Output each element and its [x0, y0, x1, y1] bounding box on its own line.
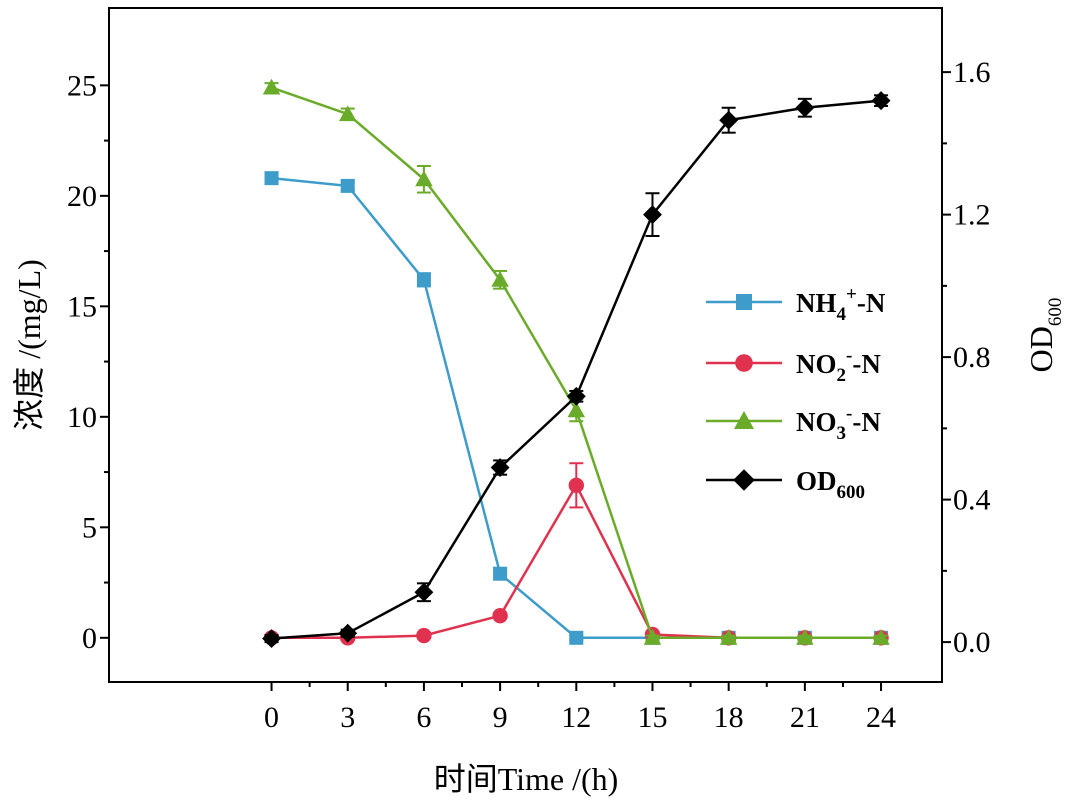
right-tick-label: 1.6 — [953, 56, 991, 89]
left-tick-label: 5 — [82, 511, 97, 544]
data-point — [569, 630, 584, 645]
legend-marker — [736, 294, 752, 310]
legend-label-sup: + — [846, 284, 857, 305]
data-point — [415, 170, 433, 187]
x-tick-label: 9 — [493, 701, 508, 734]
data-point — [568, 477, 584, 494]
data-point — [340, 178, 355, 193]
legend-label-sub: 3 — [837, 423, 847, 444]
legend-label-rest: -N — [852, 407, 881, 437]
legend-label-sup: - — [846, 403, 852, 424]
legend-entry: OD600 — [706, 466, 865, 503]
left-tick-label: 20 — [67, 180, 97, 213]
data-point — [567, 401, 586, 418]
data-point — [719, 110, 739, 130]
x-tick-label: 21 — [790, 701, 820, 734]
data-point — [493, 566, 508, 581]
data-point — [338, 623, 358, 643]
right-tick-label: 0.4 — [953, 484, 991, 517]
data-point — [338, 105, 357, 122]
data-point — [871, 91, 891, 111]
legend-label-base: OD — [796, 466, 837, 496]
x-tick-label: 3 — [340, 701, 355, 734]
legend-entry: NH4+-N — [706, 284, 886, 325]
legend-label: NO2--N — [796, 345, 881, 386]
data-point — [416, 627, 432, 644]
legend-entry: NO3--N — [706, 403, 881, 444]
data-point — [566, 386, 586, 406]
legend-label: NO3--N — [796, 403, 881, 444]
plot-frame — [108, 7, 943, 683]
x-tick-label: 6 — [416, 701, 431, 734]
data-point — [262, 78, 281, 95]
x-axis-title: 时间Time /(h) — [434, 761, 619, 797]
x-tick-label: 18 — [714, 701, 744, 734]
right-tick-label: 0.8 — [953, 341, 991, 374]
legend-label: NH4+-N — [796, 284, 886, 325]
series-3 — [262, 91, 891, 648]
data-point — [643, 205, 662, 225]
data-point — [414, 582, 434, 602]
legend-marker — [735, 354, 753, 372]
data-point — [719, 629, 738, 645]
legend-marker — [733, 469, 755, 491]
series-2 — [262, 78, 890, 645]
data-point — [795, 98, 815, 118]
legend-label-sub: 600 — [837, 482, 866, 503]
series-1 — [263, 462, 889, 646]
data-point — [262, 629, 281, 648]
data-point — [264, 171, 279, 186]
left-axis-title: 浓度 /(mg/L) — [11, 259, 47, 431]
series-line — [271, 99, 882, 640]
data-point — [490, 458, 510, 477]
left-tick-label: 15 — [67, 290, 97, 323]
right-tick-label: 1.2 — [953, 199, 991, 232]
x-tick-label: 15 — [637, 701, 667, 734]
legend-label-rest: -N — [857, 288, 886, 318]
data-point — [872, 629, 890, 645]
legend-label-base: NH — [796, 288, 837, 318]
right-tick-label: 0.0 — [953, 626, 991, 659]
legend-marker — [734, 411, 754, 429]
right-axis-title: OD600 — [1023, 298, 1066, 373]
x-tick-label: 24 — [866, 701, 896, 734]
data-point — [492, 608, 508, 624]
legend-entry: NO2--N — [706, 345, 881, 386]
data-point — [416, 272, 431, 287]
right-axis-title-sub: 600 — [1045, 298, 1066, 327]
axis-ticks — [100, 71, 951, 691]
data-point — [643, 629, 662, 645]
right-axis-title-base: OD — [1023, 326, 1059, 372]
legend-label-base: NO — [796, 349, 837, 379]
data-point — [491, 271, 509, 287]
x-tick-label: 0 — [264, 701, 279, 734]
legend-label-sub: 2 — [837, 365, 847, 386]
series-layer — [262, 78, 891, 648]
series-line — [271, 86, 882, 640]
x-tick-label: 12 — [561, 701, 591, 734]
legend-label-rest: -N — [852, 349, 881, 379]
left-tick-label: 10 — [67, 401, 97, 434]
legend-label: OD600 — [796, 466, 865, 503]
legend-label-sup: - — [846, 345, 852, 366]
data-point — [796, 629, 814, 645]
legend-label-sub: 4 — [837, 304, 847, 325]
left-tick-label: 0 — [82, 622, 97, 655]
left-tick-label: 25 — [67, 69, 97, 102]
legend-label-base: NO — [796, 407, 837, 437]
